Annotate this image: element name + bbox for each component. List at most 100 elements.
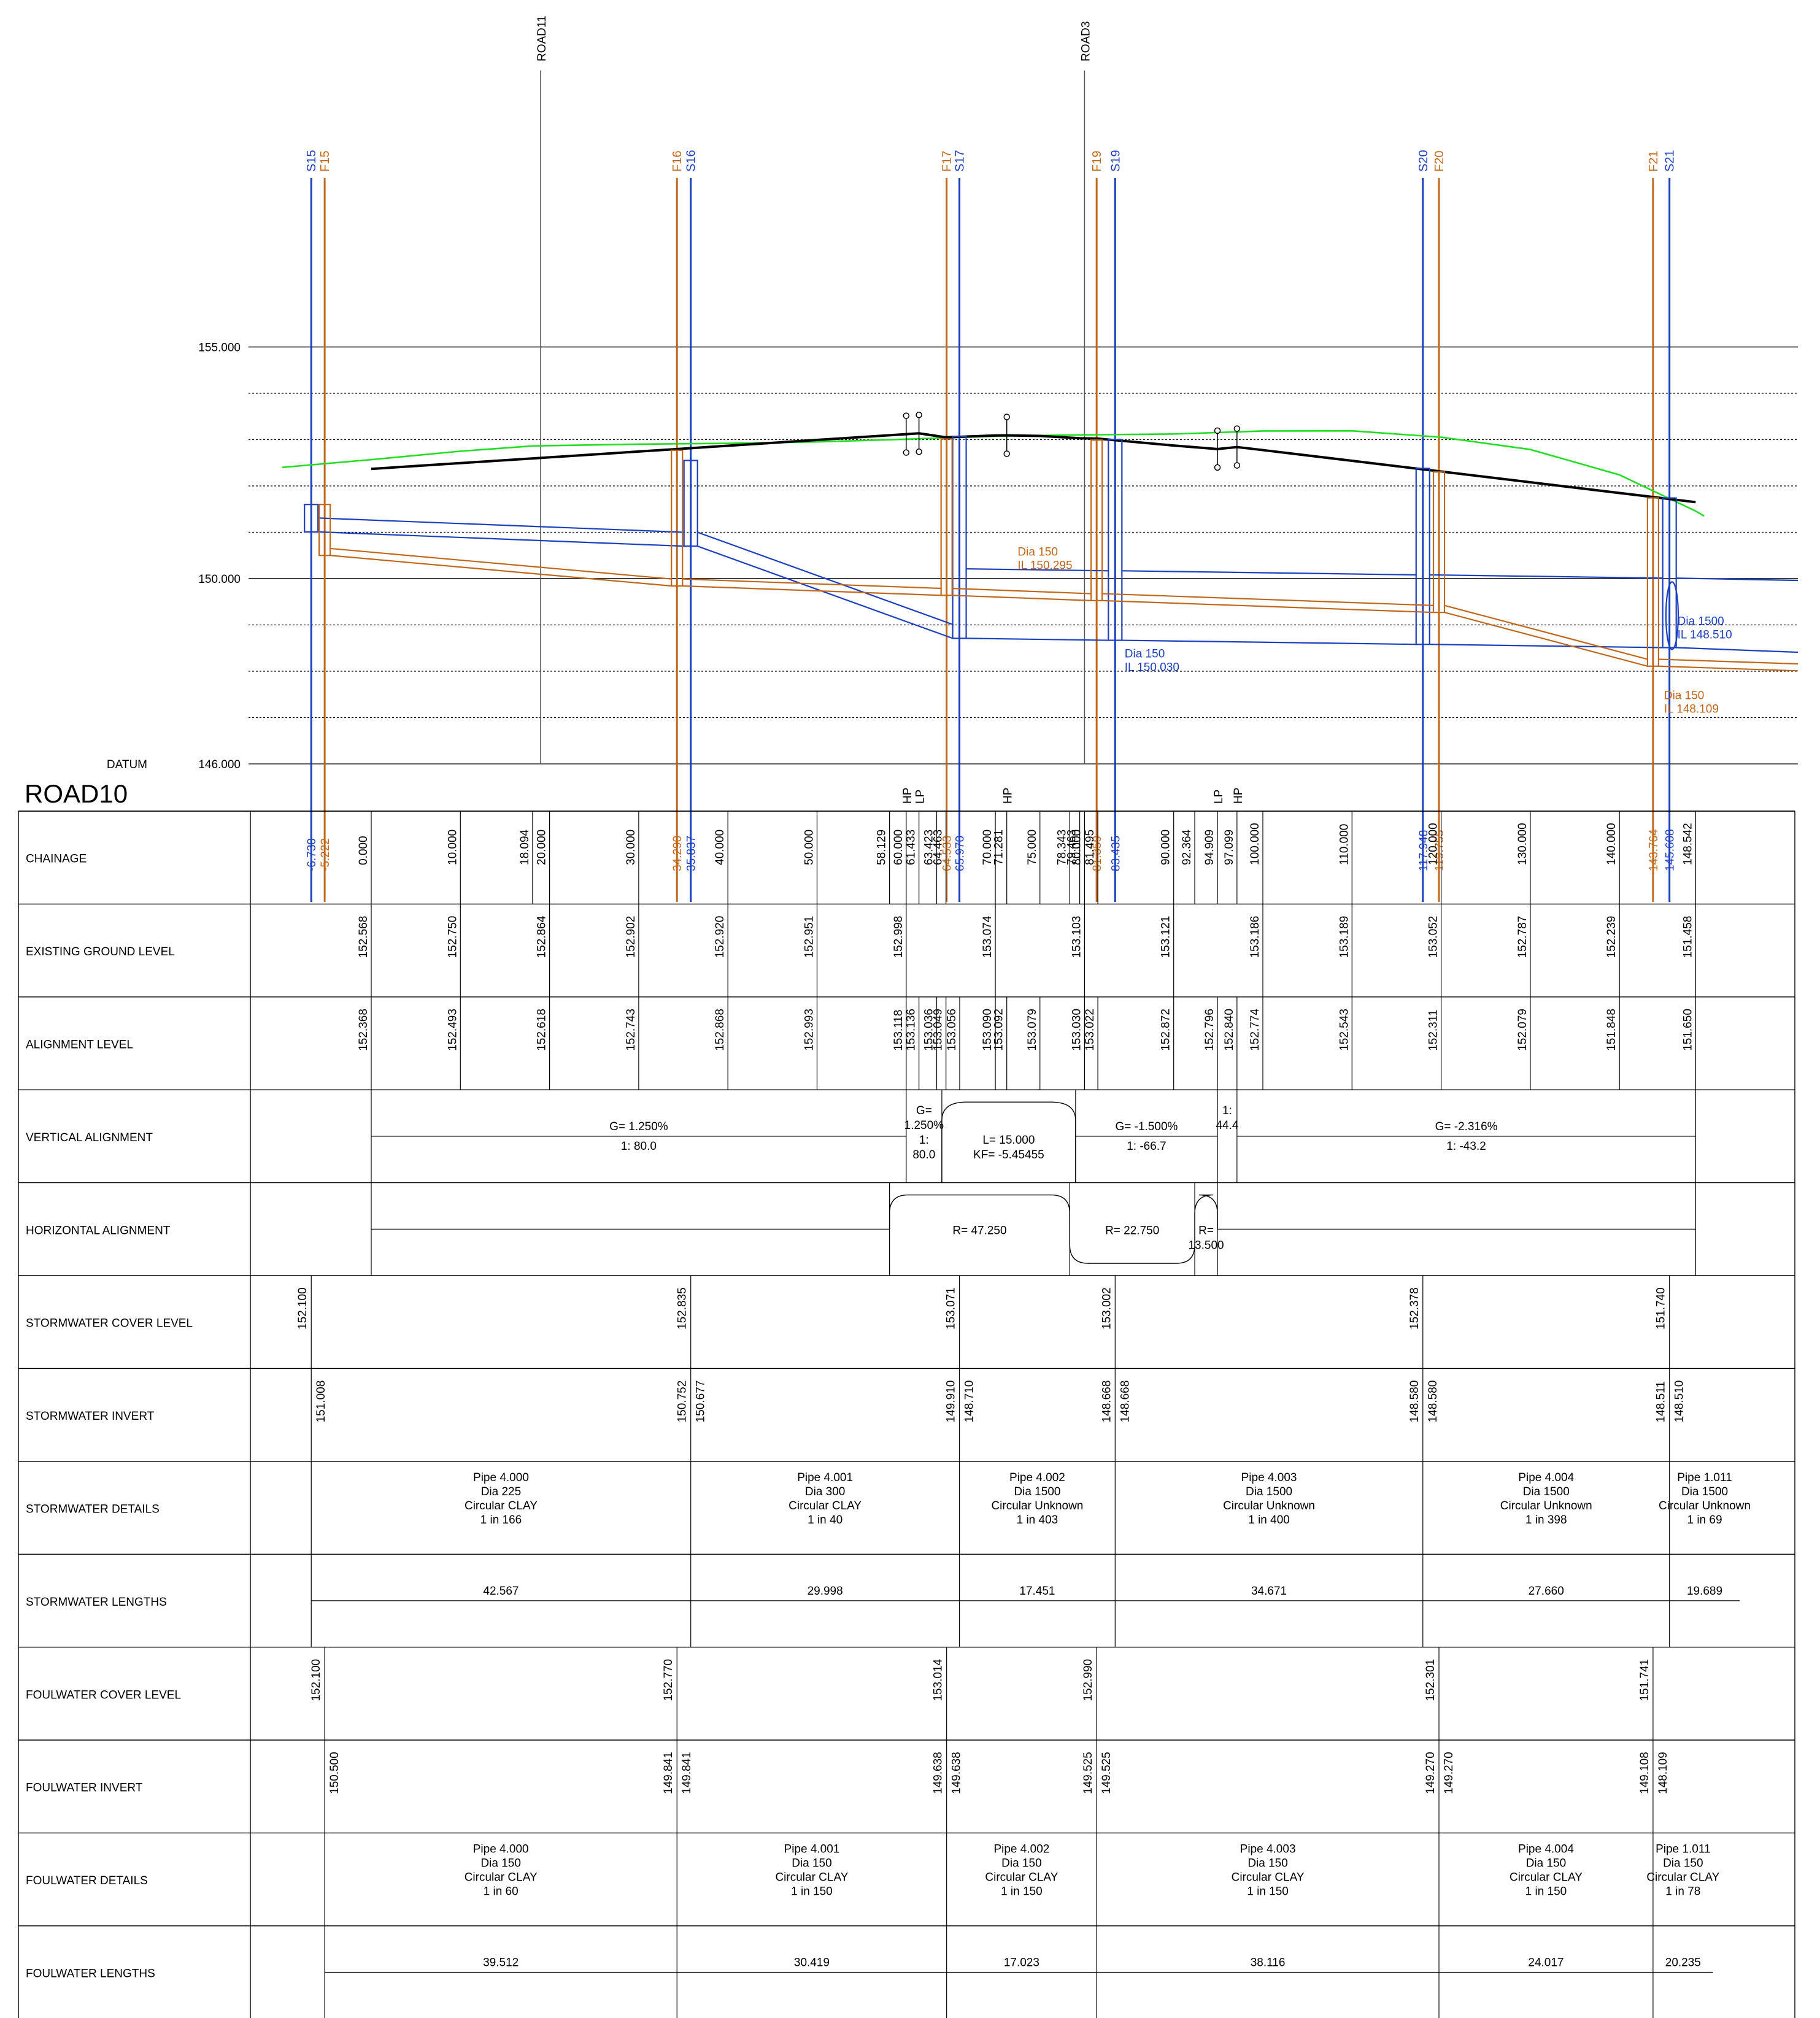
foul-pipe-invert [1444, 612, 1648, 667]
foul-pipe-soffit [1444, 604, 1648, 660]
ha-curve [1069, 1229, 1195, 1264]
row-label: EXISTING GROUND LEVEL [26, 945, 175, 958]
ha-text: 13.500 [1188, 1239, 1224, 1252]
marker-circle [1214, 427, 1221, 434]
invert-value: 148.580 [1427, 1381, 1440, 1423]
row-value: 92.364 [1181, 829, 1193, 865]
foul-manhole-box [1646, 497, 1659, 667]
marker-circle [1233, 462, 1241, 469]
pipe-length-text: 38.116 [1251, 1957, 1286, 1970]
storm-manhole-box [683, 460, 698, 547]
row-value: 152.311 [1427, 1010, 1440, 1051]
ha-curve [889, 1194, 1071, 1230]
row-value: 151.650 [1681, 1009, 1694, 1051]
pipe-detail-text: 1 in 400 [1248, 1514, 1290, 1527]
foul-manhole-box [318, 504, 331, 556]
row-value: 10.000 [446, 830, 459, 865]
pipe-length-text: 24.017 [1528, 1957, 1564, 1970]
va-text: G= -1.500% [1115, 1120, 1178, 1133]
pipe-detail-text: Pipe 4.003 [1240, 1843, 1296, 1855]
crossroad-label: ROAD11 [536, 15, 549, 61]
foul-manhole-box [1432, 471, 1446, 614]
pipe-detail-text: 1 in 150 [1247, 1885, 1289, 1898]
invert-value: 149.108 [1638, 1752, 1651, 1794]
storm-pipe-out [1676, 647, 1799, 653]
row-value: 148.542 [1681, 823, 1694, 865]
row-value: 58.129 [876, 830, 889, 865]
pipe-detail-text: Dia 1500 [1681, 1485, 1728, 1498]
foul-pipe-soffit [952, 587, 1092, 595]
invert-value: 149.525 [1082, 1752, 1095, 1794]
storm-pipe-out [1676, 577, 1799, 582]
manhole-chainage-label: 34.290 [671, 836, 684, 871]
pipe-length-text: 17.023 [1004, 1957, 1039, 1970]
invert-value: 150.752 [676, 1381, 689, 1423]
existing-ground-line [282, 429, 1705, 517]
pipe-detail-text: Circular CLAY [465, 1871, 538, 1884]
invert-value: 149.638 [932, 1752, 945, 1794]
row-value: 153.189 [1338, 916, 1351, 958]
row-value: 153.186 [1249, 916, 1262, 958]
pipe-detail-text: Circular CLAY [1232, 1871, 1305, 1884]
row-value: 79.463 [1066, 830, 1079, 865]
row-value: 152.796 [1203, 1009, 1216, 1051]
row-value: 152.618 [536, 1009, 549, 1051]
row-value: 152.543 [1338, 1009, 1351, 1051]
row-value: 70.000 [981, 830, 994, 865]
row-value: 153.079 [1026, 1009, 1039, 1051]
va-text: 80.0 [912, 1149, 935, 1161]
road-alignment-line [371, 432, 1696, 504]
row-value: 40.000 [714, 830, 727, 865]
storm-pipe-soffit [1429, 574, 1663, 579]
cover-value: 153.071 [945, 1287, 958, 1330]
pipe-detail-text: Circular CLAY [1646, 1871, 1719, 1884]
row-value: 152.239 [1605, 916, 1618, 958]
row-value: 152.787 [1516, 916, 1529, 958]
invert-value: 148.668 [1100, 1381, 1113, 1423]
va-text: 1: -66.7 [1127, 1140, 1166, 1153]
row-value: 152.993 [803, 1009, 816, 1051]
row-value: 71.281 [993, 830, 1006, 865]
pipe-detail-text: Pipe 4.004 [1518, 1843, 1574, 1855]
pipe-length-text: 29.998 [808, 1585, 843, 1598]
row-value: 153.118 [892, 1010, 905, 1051]
foul-manhole-box [1090, 439, 1103, 601]
cover-value: 152.835 [676, 1287, 689, 1330]
pipe-detail-text: Dia 150 [792, 1857, 832, 1870]
invert-value: 151.008 [315, 1381, 328, 1423]
row-value: 153.049 [932, 1009, 945, 1051]
row-value: 130.000 [1516, 823, 1529, 865]
datum-label: DATUM [107, 758, 147, 771]
va-text: 1: [919, 1134, 929, 1147]
row-label: FOULWATER DETAILS [26, 1874, 148, 1887]
foul-pipe-invert [330, 555, 672, 587]
row-value: 152.750 [446, 916, 459, 958]
row-value: 151.458 [1681, 916, 1694, 958]
manhole-name-s21: S21 [1664, 150, 1677, 172]
row-value: 152.868 [714, 1009, 727, 1051]
pipe-detail-text: 1 in 150 [1001, 1885, 1043, 1898]
row-value: 50.000 [803, 830, 816, 865]
cover-value: 152.990 [1082, 1659, 1095, 1701]
storm-outfall-ellipse [1665, 581, 1679, 650]
storm-pipe-invert [966, 637, 1109, 641]
pipe-detail-text: Circular Unknown [1500, 1500, 1592, 1512]
row-value: 153.074 [981, 915, 994, 958]
invert-value: 148.580 [1408, 1381, 1421, 1423]
manhole-name-f21: F21 [1647, 151, 1660, 172]
storm-pipe-soffit [318, 517, 684, 533]
pipe-detail-text: Pipe 4.001 [784, 1843, 840, 1855]
pipe-detail-text: Dia 150 [1247, 1857, 1288, 1870]
foul-manhole-box [940, 438, 953, 596]
marker-circle [903, 412, 910, 419]
storm-pipe-invert [697, 545, 953, 639]
pipe-detail-text: Circular Unknown [1223, 1500, 1315, 1512]
row-value: 152.368 [357, 1009, 370, 1051]
section-title: ROAD10 [25, 779, 128, 808]
pipe-length-text: 30.419 [794, 1957, 830, 1970]
manhole-chainage-label: 83.435 [1109, 836, 1122, 871]
pipe-detail-text: Dia 1500 [1014, 1485, 1060, 1498]
marker-circle [1003, 450, 1010, 457]
pipe-detail-text: Pipe 1.011 [1656, 1843, 1710, 1855]
